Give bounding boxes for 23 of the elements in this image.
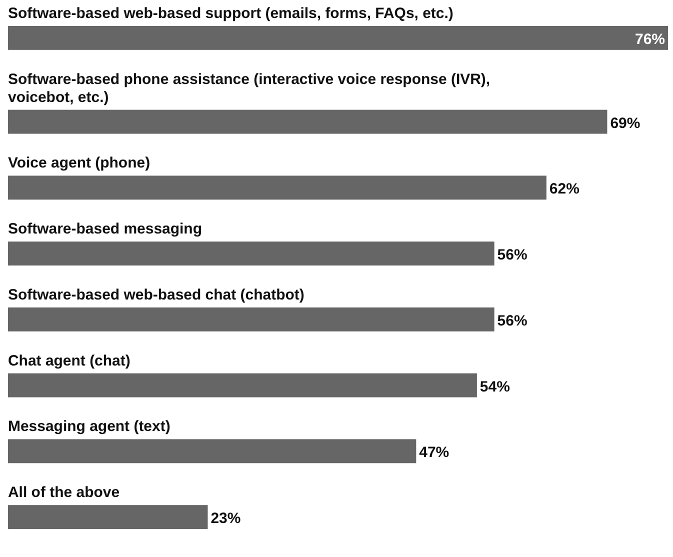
y-tick-label: Chat agent (chat) bbox=[8, 352, 130, 370]
bar bbox=[8, 110, 608, 134]
data-label: 23% bbox=[210, 510, 241, 528]
y-tick-label: Messaging agent (text) bbox=[8, 418, 170, 436]
data-label: 47% bbox=[419, 444, 450, 462]
y-tick-label: Voice agent (phone) bbox=[8, 154, 150, 172]
data-label: 56% bbox=[497, 312, 528, 330]
data-label: 76% bbox=[635, 30, 665, 48]
bar bbox=[8, 373, 477, 398]
bar bbox=[8, 505, 208, 530]
y-tick-label: All of the above bbox=[8, 484, 120, 502]
bar bbox=[8, 307, 494, 332]
data-label: 56% bbox=[497, 246, 528, 264]
y-tick-label: Software-based messaging bbox=[8, 220, 202, 238]
data-label: 69% bbox=[610, 114, 640, 132]
y-tick-label: Software-based web-based support (emails, forms, FAQs, etc.) bbox=[8, 4, 454, 22]
y-tick-label: Software-based phone assistance (interactive voice response (IVR), voicebot, etc.) bbox=[8, 70, 490, 106]
bar bbox=[8, 176, 546, 200]
bar bbox=[8, 242, 494, 266]
bar bbox=[8, 439, 416, 464]
data-label: 62% bbox=[549, 180, 580, 198]
y-tick-label: Software-based web-based chat (chatbot) bbox=[8, 286, 304, 304]
data-label: 54% bbox=[480, 378, 510, 396]
